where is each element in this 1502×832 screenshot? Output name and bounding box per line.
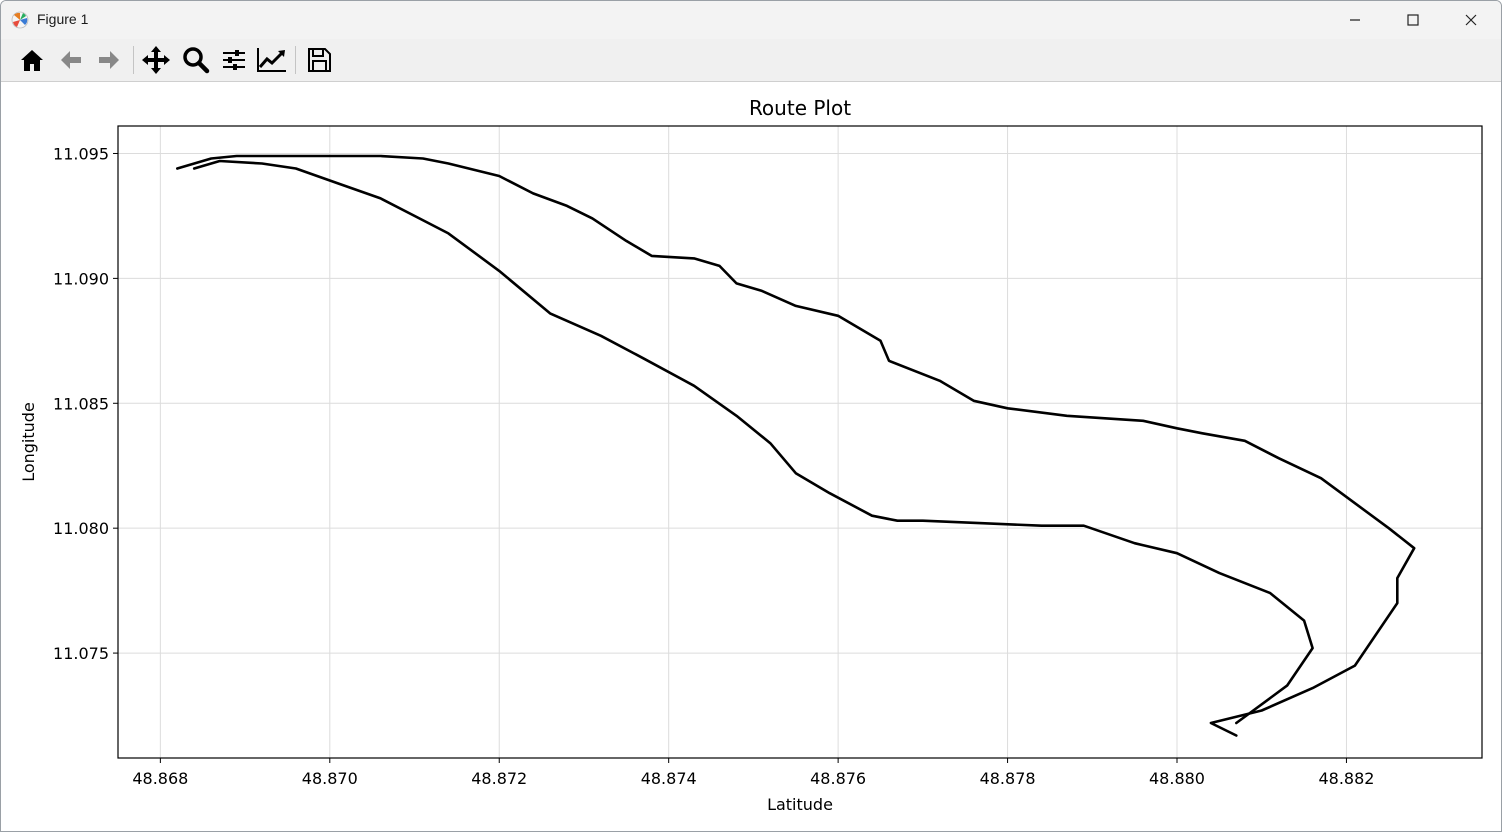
route-series-line-2	[192, 159, 1314, 725]
y-tick-label: 11.080	[53, 519, 109, 538]
route-layer	[176, 154, 1416, 737]
y-axis-label: Longitude	[19, 402, 38, 482]
sliders-icon	[223, 50, 245, 70]
edit-axis-button[interactable]	[255, 43, 289, 77]
back-button[interactable]	[54, 43, 88, 77]
forward-button[interactable]	[92, 43, 126, 77]
x-axis-label: Latitude	[767, 795, 833, 814]
line-chart-icon	[257, 48, 286, 72]
x-tick-label: 48.880	[1149, 769, 1205, 788]
x-tick-label: 48.872	[471, 769, 527, 788]
home-icon	[21, 50, 43, 71]
x-tick-label: 48.878	[980, 769, 1036, 788]
maximize-icon	[1407, 14, 1419, 26]
tick-layer: 48.868 48.870 48.872 48.874 48.876 48.878 48.8…	[53, 144, 1374, 788]
arrow-left-icon	[61, 51, 81, 69]
y-tick-label: 11.095	[53, 144, 109, 163]
minimize-button[interactable]	[1326, 1, 1384, 39]
plot-canvas[interactable]: 48.868 48.870 48.872 48.874 48.876 48.878 48.8…	[1, 82, 1501, 831]
configure-subplots-button[interactable]	[217, 43, 251, 77]
maximize-button[interactable]	[1384, 1, 1442, 39]
save-button[interactable]	[302, 43, 336, 77]
toolbar-separator	[133, 46, 134, 74]
x-tick-label: 48.868	[132, 769, 188, 788]
y-tick-label: 11.085	[53, 394, 109, 413]
title-bar: Figure 1	[1, 1, 1501, 39]
y-tick-label: 11.090	[53, 269, 109, 288]
navigation-toolbar	[1, 39, 1501, 82]
minimize-icon	[1350, 19, 1360, 21]
magnifier-icon	[183, 47, 210, 74]
pan-button[interactable]	[139, 43, 173, 77]
y-tick-label: 11.075	[53, 644, 109, 663]
close-button[interactable]	[1442, 1, 1500, 39]
move-icon	[142, 46, 170, 74]
home-button[interactable]	[15, 43, 49, 77]
arrow-right-icon	[99, 51, 119, 69]
x-tick-label: 48.874	[641, 769, 697, 788]
zoom-button[interactable]	[179, 43, 213, 77]
route-series-line-1	[176, 154, 1416, 737]
toolbar-separator	[295, 46, 296, 74]
x-tick-label: 48.882	[1318, 769, 1374, 788]
route-plot-chart[interactable]: 48.868 48.870 48.872 48.874 48.876 48.878 48.8…	[1, 82, 1501, 831]
x-tick-label: 48.876	[810, 769, 866, 788]
floppy-disk-icon	[308, 48, 331, 72]
matplotlib-app-icon	[11, 11, 29, 29]
grid-layer	[118, 126, 1482, 758]
axes-frame	[117, 125, 1483, 759]
chart-title: Route Plot	[749, 96, 851, 120]
window-title: Figure 1	[37, 11, 89, 27]
x-tick-label: 48.870	[302, 769, 358, 788]
close-icon	[1465, 14, 1477, 26]
